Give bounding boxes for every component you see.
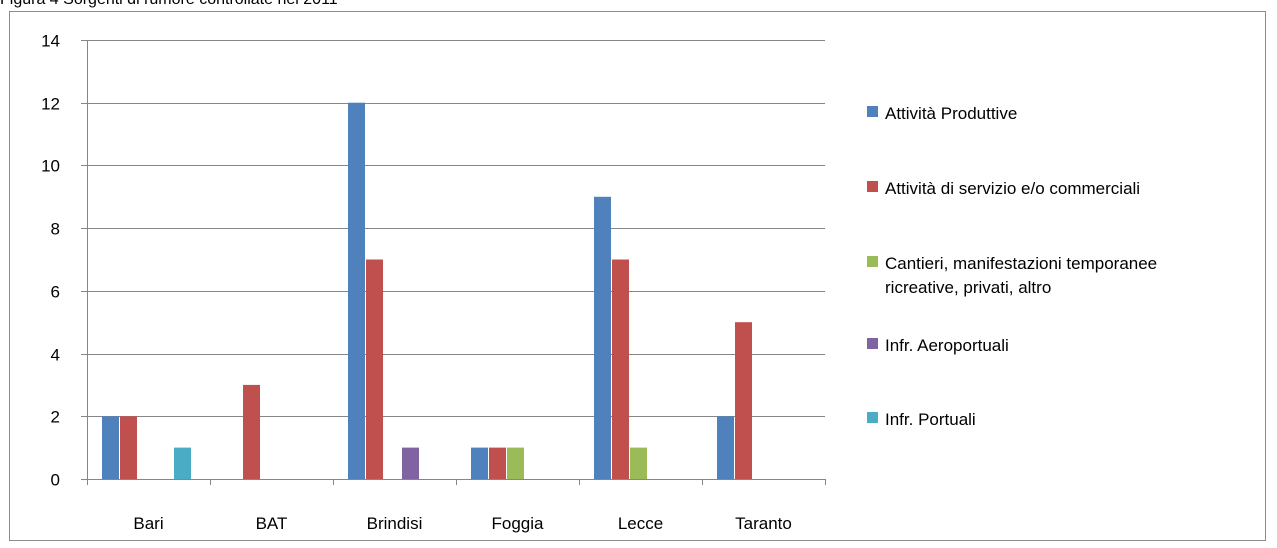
legend-label: ricreative, privati, altro [885,278,1051,297]
y-tick-label: 8 [51,220,60,239]
bar [402,447,419,479]
bars [102,102,752,480]
bar [717,416,734,479]
y-tick-label: 0 [51,471,60,490]
y-tick-label: 6 [51,283,60,302]
bar [594,196,611,480]
bar [735,322,752,479]
bar [366,259,383,479]
figure-caption: Figura 4 Sorgenti di rumore controllate … [0,0,338,9]
x-category-label: Bari [133,514,163,533]
legend-swatch [867,256,878,267]
chart-frame [9,11,1266,541]
bar [612,259,629,479]
legend-swatch [867,181,878,192]
bar [174,447,191,479]
bar [630,447,647,479]
y-tick-label: 10 [41,157,60,176]
axes [87,40,826,485]
bar [489,447,506,479]
legend-label: Attività Produttive [885,104,1017,123]
x-category-label: Brindisi [367,514,423,533]
x-axis-labels: Bari BAT Brindisi Foggia Lecce Taranto [133,514,791,533]
y-tick-label: 4 [51,346,60,365]
legend-swatch [867,338,878,349]
x-category-label: Lecce [618,514,663,533]
bar [120,416,137,479]
legend-swatch [867,106,878,117]
legend-label: Infr. Portuali [885,410,976,429]
bar [348,102,365,479]
legend: Attività Produttive Attività di servizio … [867,104,1157,429]
bar [102,416,119,479]
bar [243,384,260,479]
x-category-label: Taranto [735,514,792,533]
gridlines [87,40,825,417]
y-tick-label: 14 [41,32,60,51]
x-category-label: BAT [256,514,288,533]
legend-label: Attività di servizio e/o commerciali [885,179,1140,198]
bar [507,447,524,479]
x-category-label: Foggia [492,514,545,533]
legend-label: Cantieri, manifestazioni temporanee [885,254,1157,273]
legend-label: Infr. Aeroportuali [885,336,1009,355]
y-tick-label: 2 [51,408,60,427]
y-axis-ticks: 0 2 4 6 8 10 12 14 [41,32,87,490]
legend-swatch [867,412,878,423]
bar [471,447,488,479]
y-tick-label: 12 [41,95,60,114]
